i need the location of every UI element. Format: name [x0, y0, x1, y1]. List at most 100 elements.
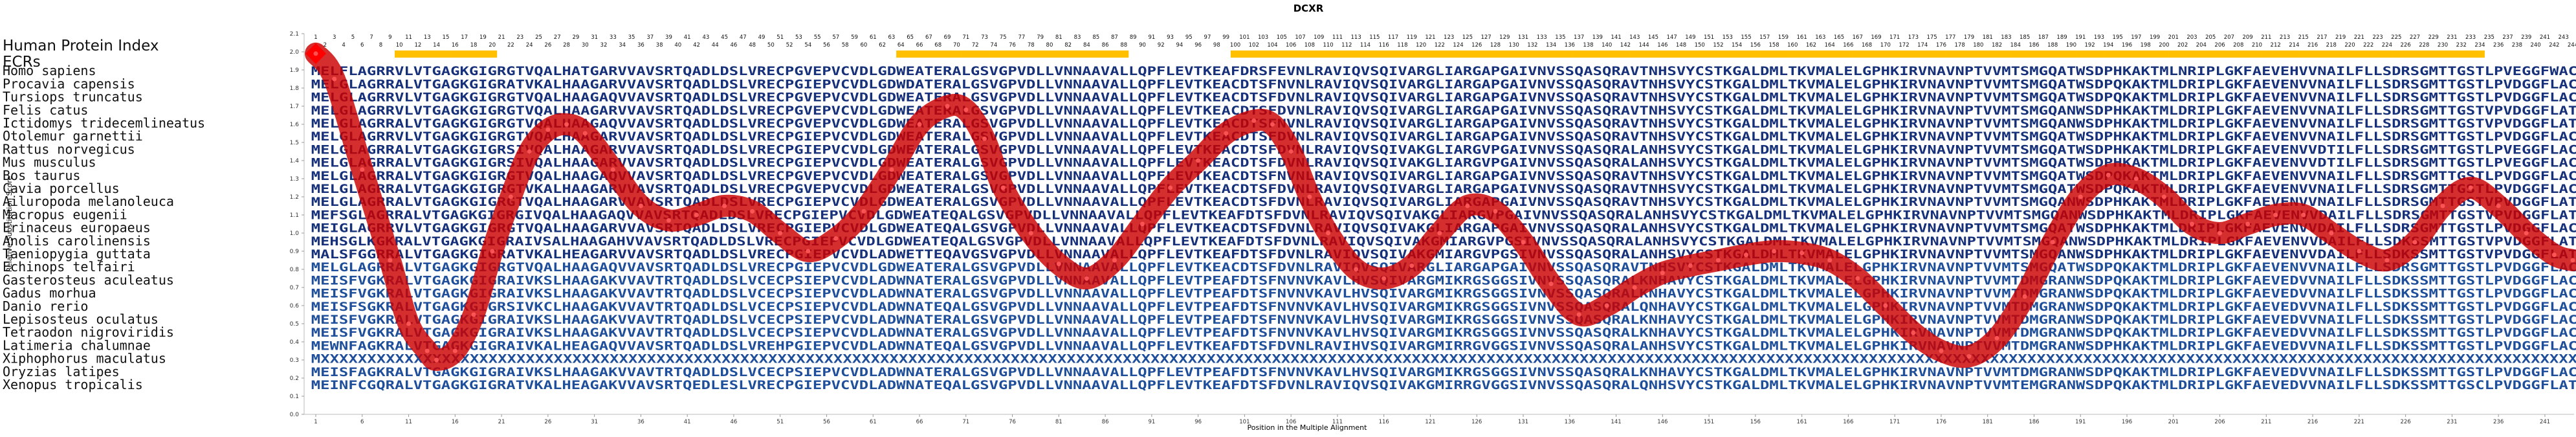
species-label: Gadus morhua	[3, 286, 96, 301]
ecr-cell	[2392, 50, 2401, 58]
series-point	[424, 348, 430, 353]
ecr-cell	[1444, 50, 1454, 58]
ecr-cell	[2373, 50, 2383, 58]
top-position-even: 42	[693, 42, 700, 49]
ecr-cell	[2113, 50, 2123, 58]
top-position-odd: 121	[1425, 34, 1435, 41]
top-position-even: 62	[879, 42, 886, 49]
top-position-odd: 87	[1111, 34, 1118, 41]
top-position-odd: 77	[1018, 34, 1025, 41]
ecr-cell	[1648, 50, 1658, 58]
ecr-cell	[1398, 50, 1407, 58]
series-point	[638, 203, 643, 208]
top-position-even: 186	[2029, 42, 2039, 49]
top-position-even: 224	[2382, 42, 2392, 49]
ecr-cell	[1268, 50, 1277, 58]
top-position-even: 44	[712, 42, 719, 49]
series-point	[471, 312, 476, 317]
top-position-even: 86	[1102, 42, 1109, 49]
top-position-odd: 3	[333, 34, 336, 41]
y-axis-label: Relative Substitution Score	[5, 175, 14, 272]
top-position-even: 210	[2252, 42, 2262, 49]
ecr-cell	[1630, 50, 1640, 58]
ecr-cell	[2029, 50, 2039, 58]
series-point	[861, 208, 866, 214]
top-position-odd: 45	[721, 34, 728, 41]
top-position-even: 194	[2103, 42, 2113, 49]
species-label: Tetraodon nigroviridis	[3, 324, 174, 340]
ecr-cell	[1918, 50, 1928, 58]
top-position-even: 46	[731, 42, 738, 49]
species-label: Xiphophorus maculatus	[3, 351, 166, 366]
top-position-odd: 151	[1704, 34, 1714, 41]
ecr-cell	[432, 50, 442, 58]
top-position-odd: 51	[776, 34, 784, 41]
series-point	[2357, 249, 2362, 254]
ecr-cell	[980, 50, 989, 58]
series-point	[2189, 221, 2194, 227]
top-position-odd: 111	[1332, 34, 1343, 41]
top-position-odd: 199	[2150, 34, 2160, 41]
top-position-even: 58	[842, 42, 849, 49]
top-position-odd: 197	[2131, 34, 2141, 41]
x-tick-label: 56	[823, 419, 830, 425]
top-position-odd: 133	[1537, 34, 1547, 41]
top-position-even: 32	[600, 42, 608, 49]
series-point	[1715, 258, 1721, 263]
top-position-odd: 155	[1741, 34, 1751, 41]
ecr-cell	[1565, 50, 1575, 58]
ecr-cell	[2428, 50, 2439, 58]
ecr-cell	[441, 50, 451, 58]
species-label: Erinaceus europaeus	[3, 220, 151, 236]
y-tick-label: 2.0	[290, 49, 300, 56]
x-tick-label: 101	[1239, 419, 1249, 425]
series-point	[1288, 149, 1294, 154]
ecr-cell	[2326, 50, 2337, 58]
top-position-odd: 67	[925, 34, 932, 41]
top-position-even: 106	[1286, 42, 1296, 49]
top-position-numbers: 1 3 5 7 9 11 13 15 17 19 21 23 25 27 29 31 33 35 37 39 41 43 4…	[314, 34, 2576, 49]
y-tick-label: 1.1	[290, 212, 299, 219]
x-tick-label: 146	[1657, 419, 1668, 425]
ecr-cell	[2243, 50, 2253, 58]
x-tick-label: 21	[498, 419, 505, 425]
ecr-cell	[1983, 50, 1993, 58]
x-tick-label: 61	[870, 419, 877, 425]
top-position-odd: 1	[314, 34, 317, 41]
top-position-even: 222	[2363, 42, 2373, 49]
top-position-even: 164	[1825, 42, 1835, 49]
ecr-cell	[896, 50, 906, 58]
top-position-even: 144	[1638, 42, 1649, 49]
x-tick-label: 136	[1565, 419, 1575, 425]
ecr-cell	[1834, 50, 1844, 58]
top-position-even: 40	[674, 42, 681, 49]
top-position-even: 38	[656, 42, 663, 49]
ecr-cell	[2020, 50, 2030, 58]
top-position-odd: 109	[1314, 34, 1324, 41]
ecr-cell	[1723, 50, 1733, 58]
series-point	[2468, 185, 2473, 190]
ecr-cell	[2131, 50, 2141, 58]
series-point	[2440, 203, 2445, 208]
ecr-cell	[1007, 50, 1018, 58]
ecr-cell	[1537, 50, 1547, 58]
y-tick-label: 0.9	[290, 249, 300, 255]
top-position-even: 96	[1194, 42, 1202, 49]
series-point	[1112, 258, 1117, 263]
top-position-even: 60	[860, 42, 867, 49]
series-point	[2050, 240, 2055, 245]
top-position-odd: 167	[1853, 34, 1863, 41]
top-position-even: 228	[2419, 42, 2429, 49]
top-position-odd: 5	[351, 34, 355, 41]
species-label: Otolemur garnettii	[3, 128, 143, 144]
x-tick-label: 216	[2307, 419, 2318, 425]
ecr-cell	[1816, 50, 1825, 58]
ecr-cell	[2141, 50, 2151, 58]
top-position-even: 154	[1732, 42, 1742, 49]
ecr-cell	[1249, 50, 1259, 58]
ecr-cell	[2076, 50, 2086, 58]
species-label: Echinops telfairi	[3, 259, 135, 275]
top-position-even: 158	[1768, 42, 1779, 49]
ecr-cell	[1035, 50, 1046, 58]
series-point	[360, 167, 365, 172]
